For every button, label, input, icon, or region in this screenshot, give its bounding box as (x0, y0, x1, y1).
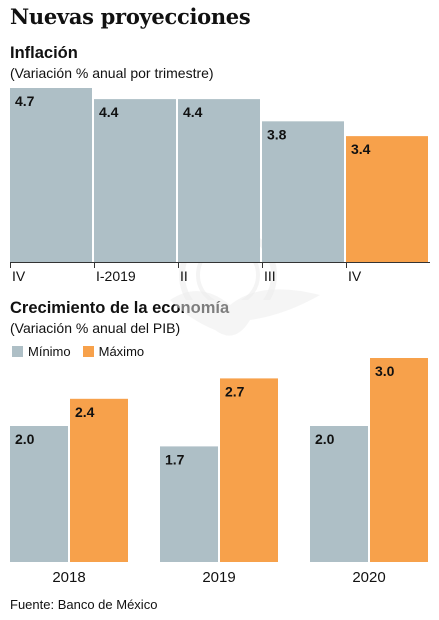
inflation-bar-0 (10, 88, 92, 262)
inflation-bar-value-3: 3.8 (267, 126, 287, 142)
gdp-bar-value-2019-minimo: 1.7 (165, 451, 185, 467)
inflation-chart-subtitle: (Variación % anual por trimestre) (10, 65, 214, 81)
gdp-bar-value-2018-maximo: 2.4 (75, 404, 95, 420)
gdp-bar-2020-minimo (310, 426, 368, 562)
source-note: Fuente: Banco de México (10, 597, 158, 612)
inflation-bar-1 (94, 99, 176, 262)
inflation-bar-4 (346, 136, 428, 262)
gdp-bar-value-2019-maximo: 2.7 (225, 383, 245, 399)
inflation-tick-label-2: II (180, 268, 188, 284)
inflation-chart: 4.7 IV 4.4 I-2019 4.4 II 3.8 III 3.4 IV (10, 88, 430, 300)
gdp-bar-value-2020-minimo: 2.0 (315, 431, 335, 447)
inflation-chart-title: Inflación (10, 44, 78, 62)
gdp-legend: Mínimo Máximo (12, 344, 156, 359)
inflation-tick-label-4: IV (348, 268, 362, 284)
legend-label-minimo: Mínimo (28, 344, 71, 359)
inflation-bar-3 (262, 121, 344, 262)
gdp-bar-value-2020-maximo: 3.0 (375, 363, 395, 379)
gdp-category-label-2019: 2019 (202, 569, 235, 586)
inflation-bar-value-4: 3.4 (351, 141, 371, 157)
legend-swatch-maximo (82, 346, 94, 357)
gdp-bar-2018-minimo (10, 426, 68, 562)
gdp-chart-subtitle: (Variación % anual del PIB) (10, 320, 181, 336)
gdp-category-label-2018: 2018 (52, 569, 85, 586)
inflation-bar-value-0: 4.7 (15, 93, 35, 109)
gdp-bar-2019-maximo (220, 378, 278, 562)
legend-item-maximo: Máximo (82, 344, 145, 359)
page-title: Nuevas proyecciones (10, 4, 251, 29)
legend-label-maximo: Máximo (98, 344, 145, 359)
gdp-category-label-2020: 2020 (352, 569, 385, 586)
inflation-tick-label-0: IV (12, 268, 26, 284)
gdp-bar-2020-maximo (370, 358, 428, 562)
inflation-bar-value-2: 4.4 (183, 104, 203, 120)
inflation-bar-value-1: 4.4 (99, 104, 119, 120)
legend-item-minimo: Mínimo (12, 344, 71, 359)
legend-swatch-minimo (12, 346, 23, 357)
inflation-tick-label-3: III (264, 268, 276, 284)
gdp-bar-value-2018-minimo: 2.0 (15, 431, 35, 447)
inflation-tick-label-1: I-2019 (96, 268, 136, 284)
gdp-bar-2018-maximo (70, 398, 128, 562)
gdp-bar-2019-minimo (160, 446, 218, 562)
gdp-chart-title: Crecimiento de la economía (10, 299, 230, 317)
inflation-bar-2 (178, 99, 260, 262)
